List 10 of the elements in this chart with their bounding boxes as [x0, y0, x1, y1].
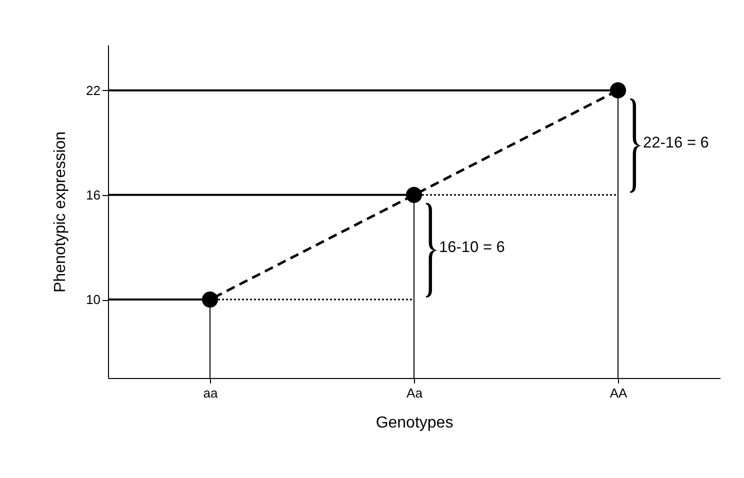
x-tick-label: aa	[203, 386, 218, 400]
x-tick-label: Aa	[406, 386, 424, 400]
y-tick-label: 10	[86, 292, 100, 308]
annotation: 16-10 = 6	[439, 239, 505, 256]
y-axis-title: Phenotypic expression	[52, 132, 70, 292]
y-tick-label: 16	[86, 187, 100, 202]
annotation: 22-16 = 6	[643, 134, 709, 152]
x-axis-title: Genotypes	[376, 414, 454, 432]
x-tick-label: AA	[610, 386, 628, 400]
y-tick-label: 22	[86, 82, 100, 98]
